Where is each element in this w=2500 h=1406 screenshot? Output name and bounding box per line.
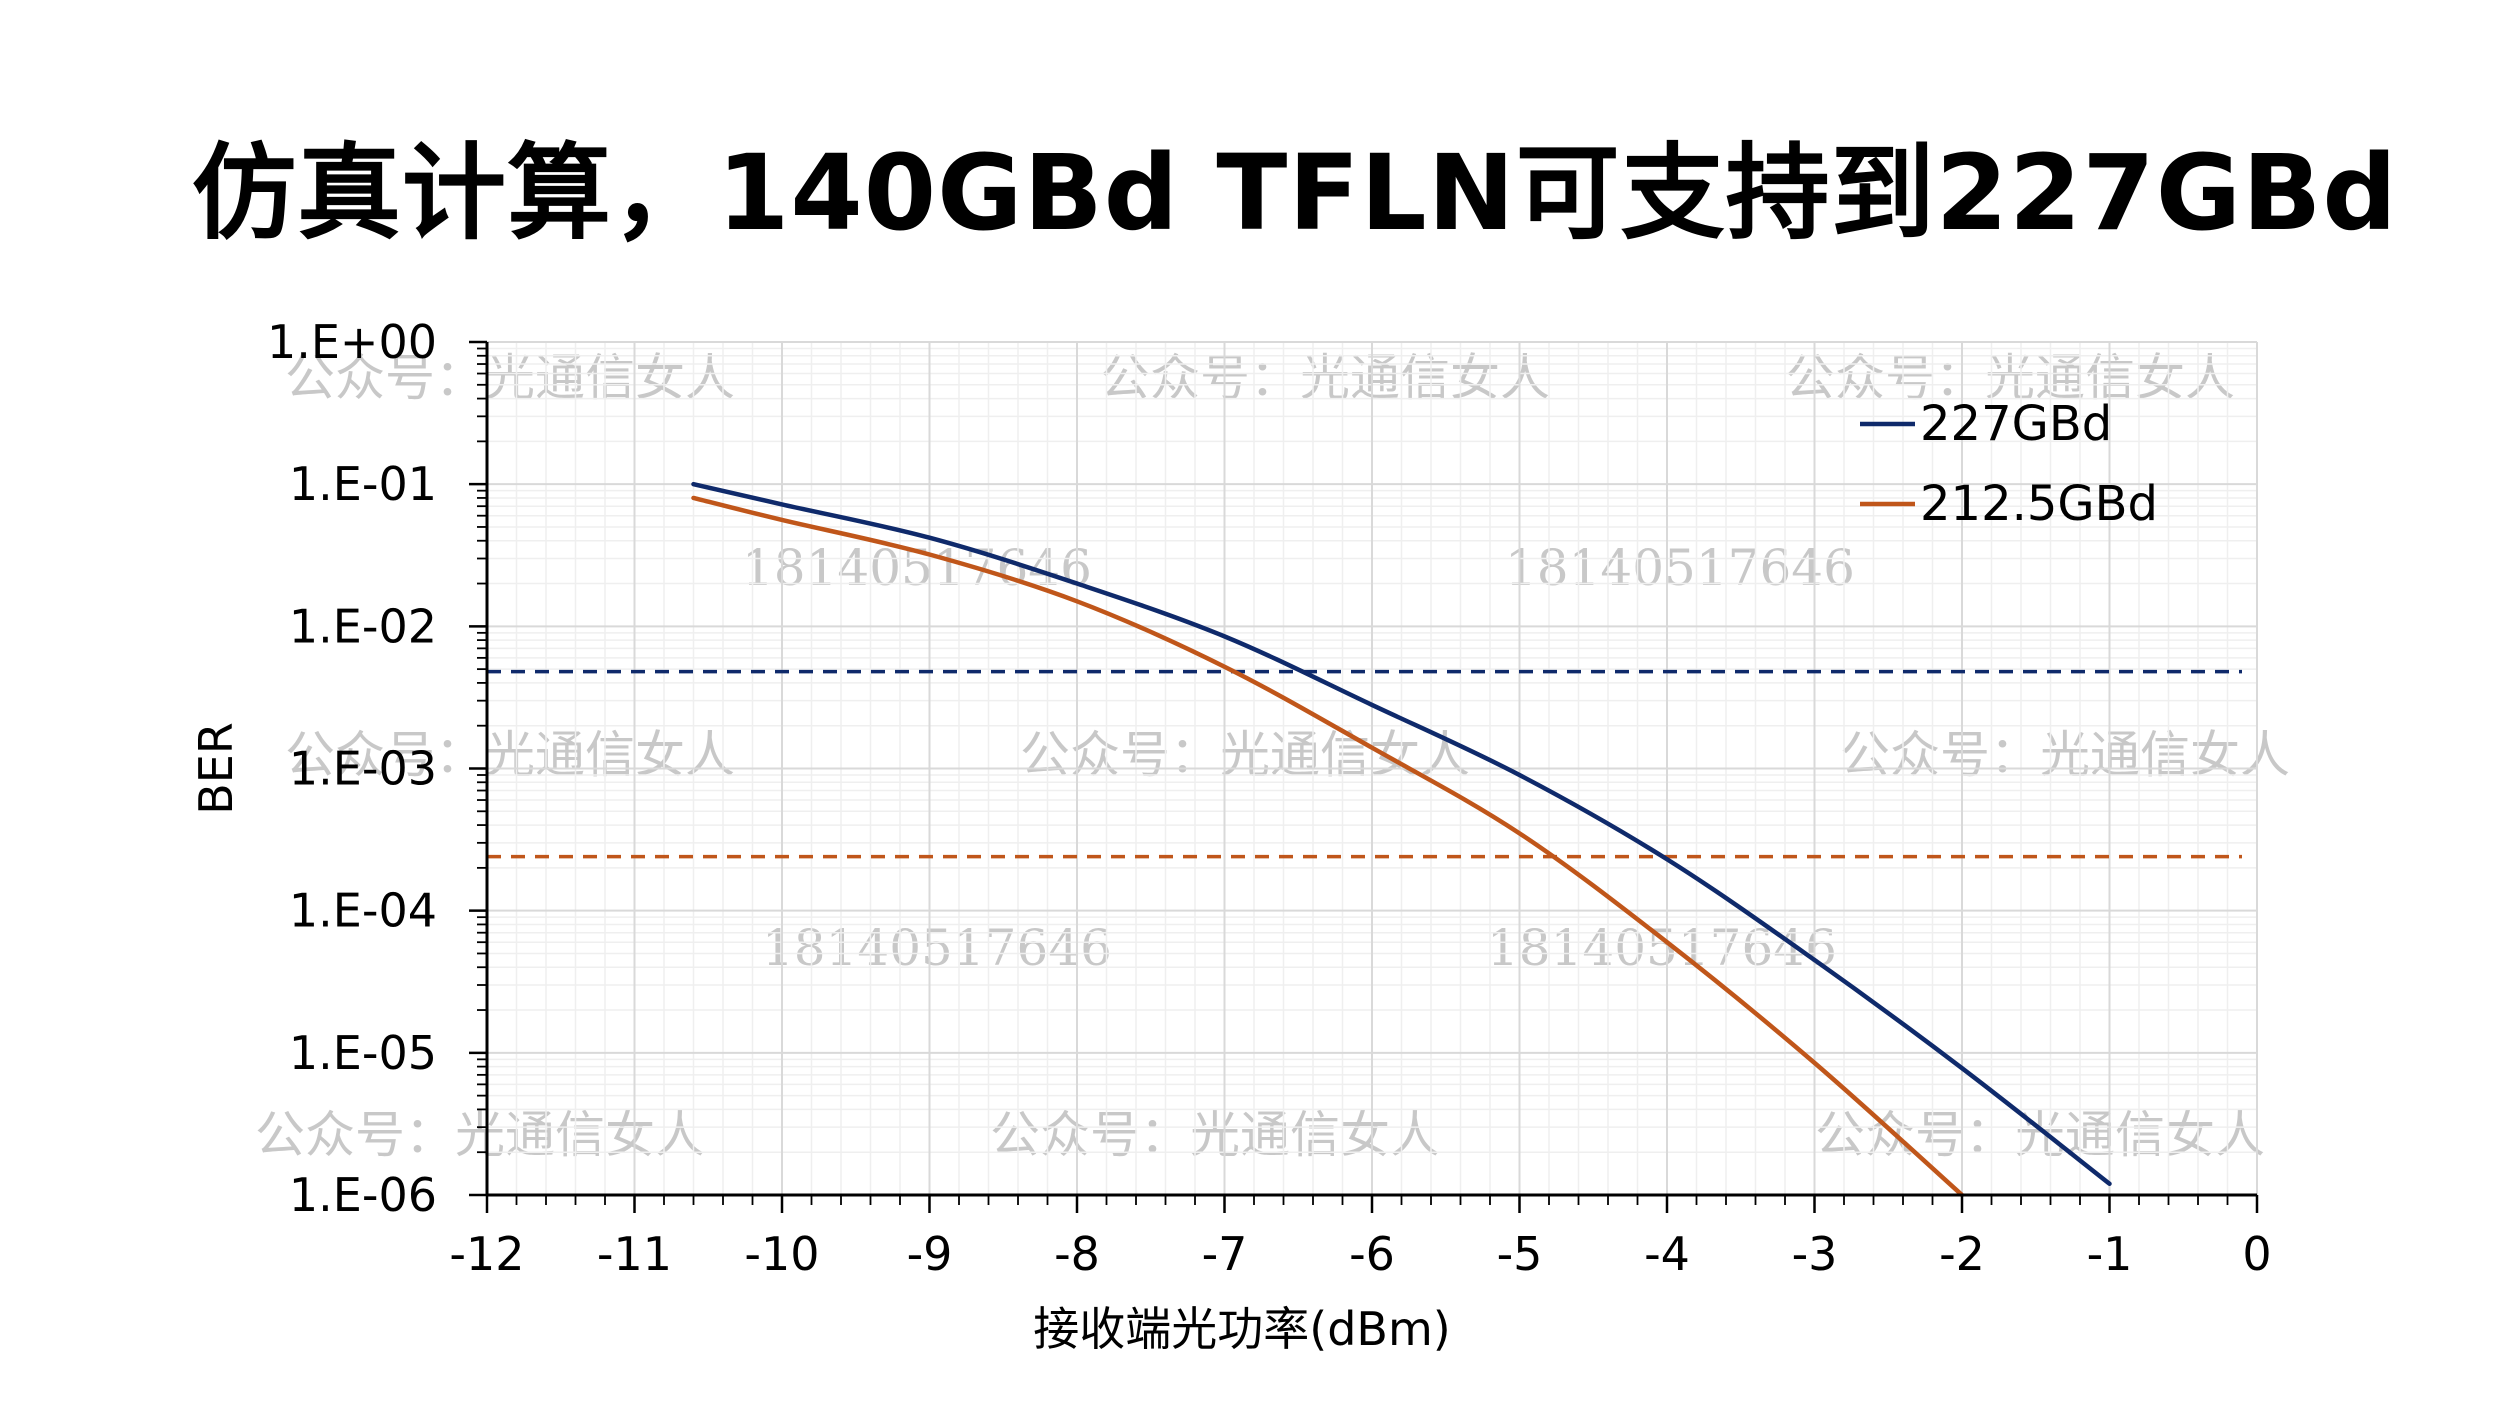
- grid-layer: [486, 341, 2258, 1196]
- x-tick-label: -6: [1349, 1227, 1395, 1281]
- x-tick-label: -8: [1054, 1227, 1100, 1281]
- series-layer: [691, 481, 2112, 1198]
- watermark-account: 公众号：光通信女人: [1100, 349, 1550, 407]
- watermark-account: 公众号：光通信女人: [255, 1106, 705, 1164]
- axis-layer: -12 -11 -10 -9 -8 -7 -6 -5 -4 -3 -2 -1 01.E+001.E-01…: [267, 315, 2272, 1281]
- x-tick-label: -3: [1792, 1227, 1838, 1281]
- y-tick-label: 1.E-04: [289, 884, 437, 938]
- y-tick-label: 1.E-02: [289, 599, 437, 653]
- y-tick-label: 1.E+00: [267, 315, 437, 369]
- y-tick-label: 1.E-03: [289, 742, 437, 796]
- legend-label: 227GBd: [1920, 396, 2112, 452]
- slide-title: 仿真计算，140GBd TFLN可支持到227GBd: [192, 132, 2398, 254]
- legend: 227GBd 212.5GBd: [1860, 396, 2158, 532]
- x-tick-label: -10: [744, 1227, 819, 1281]
- y-tick-label: 1.E-05: [289, 1026, 437, 1080]
- x-tick-label: -5: [1497, 1227, 1543, 1281]
- watermark-account: 公众号：光通信女人: [1815, 1106, 2265, 1164]
- y-tick-label: 1.E-06: [289, 1168, 437, 1222]
- x-axis-title: 接收端光功率(dBm): [1033, 1302, 1450, 1356]
- y-axis-title: BER: [189, 722, 243, 815]
- x-tick-label: -11: [597, 1227, 672, 1281]
- threshold-layer: [487, 669, 2242, 859]
- x-tick-label: 0: [2242, 1227, 2271, 1281]
- legend-label: 212.5GBd: [1920, 476, 2158, 532]
- series-line-212.5GBd: [691, 495, 1965, 1198]
- x-tick-label: -7: [1202, 1227, 1248, 1281]
- x-tick-label: -1: [2087, 1227, 2133, 1281]
- watermark-account: 公众号：光通信女人: [1785, 349, 2235, 407]
- x-tick-label: -4: [1644, 1227, 1690, 1281]
- watermark-account: 公众号：光通信女人: [285, 349, 735, 407]
- x-tick-label: -2: [1939, 1227, 1985, 1281]
- watermark-account: 公众号：光通信女人: [990, 1106, 1440, 1164]
- y-tick-label: 1.E-01: [289, 457, 437, 511]
- watermark-phone: 18140517646: [1505, 539, 1855, 597]
- x-tick-label: -12: [449, 1227, 524, 1281]
- series-line-227GBd: [691, 481, 2112, 1186]
- x-tick-label: -9: [907, 1227, 953, 1281]
- watermark-phone: 18140517646: [762, 919, 1112, 977]
